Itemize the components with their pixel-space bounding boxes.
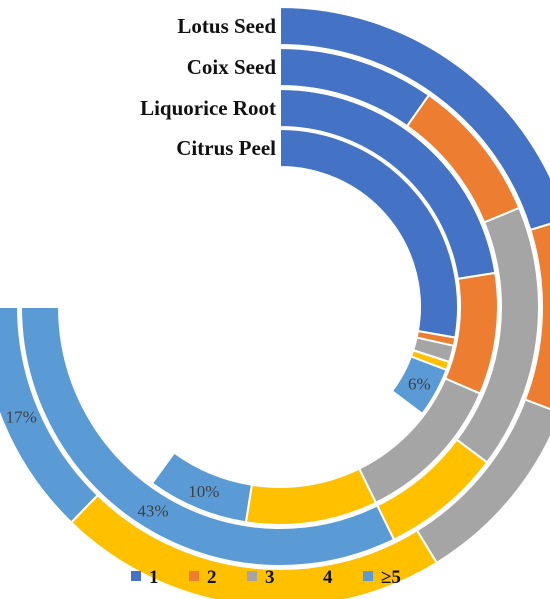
segment-lotus-seed-0 (279, 5, 550, 232)
ring-label: Liquorice Root (140, 96, 276, 120)
segment-coix-seed-4 (19, 306, 396, 567)
segment-lotus-seed-4 (0, 306, 100, 524)
legend-label: 2 (207, 567, 217, 588)
percent-label: 6% (408, 375, 431, 394)
legend: 1 2 3 4 ≥5 (131, 567, 401, 588)
ring-label: Coix Seed (187, 55, 277, 79)
ring-segments (0, 5, 550, 599)
legend-label: 3 (265, 567, 275, 588)
legend-label: ≥5 (381, 567, 401, 588)
legend-swatch (305, 571, 315, 581)
percent-label: 10% (188, 482, 219, 501)
percent-label: 17% (6, 408, 37, 427)
segment-citrus-peel-4 (390, 355, 448, 416)
segment-liquorice-root-4 (150, 451, 253, 524)
ring-name-labels: Lotus Seed Coix Seed Liquorice Root Citrus … (140, 14, 276, 160)
legend-swatch (189, 571, 199, 581)
legend-swatch (363, 571, 373, 581)
ring-label: Citrus Peel (176, 136, 276, 160)
legend-label: 4 (323, 567, 333, 588)
ring-label: Lotus Seed (177, 14, 276, 38)
legend-label: 1 (149, 567, 159, 588)
percent-labels: 17% 43% 10% 6% (6, 375, 431, 521)
legend-swatch (131, 571, 141, 581)
legend-swatch (247, 571, 257, 581)
percent-label: 43% (137, 502, 168, 521)
